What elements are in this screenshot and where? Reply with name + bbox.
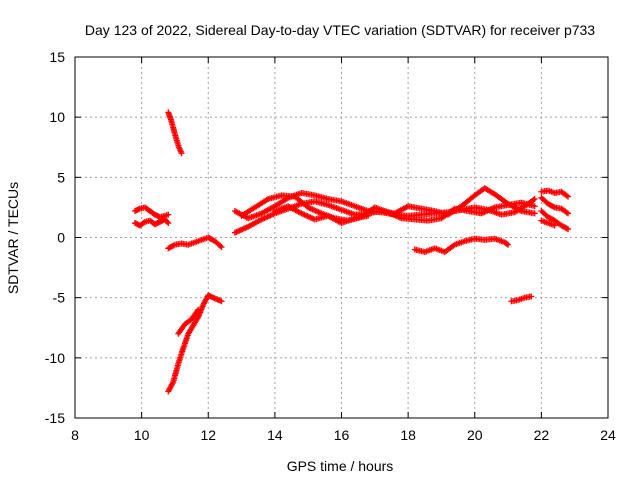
data-point xyxy=(165,220,172,227)
data-point xyxy=(531,203,538,210)
data-point xyxy=(165,211,172,218)
data-point xyxy=(170,242,177,249)
y-tick-label: -10 xyxy=(45,350,65,366)
data-point xyxy=(140,219,147,226)
data-point xyxy=(563,225,570,232)
y-tick-label: -15 xyxy=(45,410,65,426)
x-tick-label: 24 xyxy=(600,427,616,443)
x-tick-label: 16 xyxy=(334,427,350,443)
data-point xyxy=(565,226,572,233)
x-tick-label: 22 xyxy=(534,427,550,443)
data-point xyxy=(505,241,512,248)
data-point xyxy=(164,218,171,225)
data-point xyxy=(218,244,225,251)
grid-lines xyxy=(75,57,608,418)
y-axis-title: SDTVAR / TECUs xyxy=(5,182,21,294)
data-point xyxy=(531,210,538,217)
data-point xyxy=(195,306,202,313)
y-tick-label: 0 xyxy=(57,230,65,246)
x-tick-label: 12 xyxy=(200,427,216,443)
data-point xyxy=(550,203,557,210)
data-point xyxy=(530,196,537,203)
x-tick-label: 20 xyxy=(467,427,483,443)
data-point xyxy=(563,192,570,199)
x-tick-label: 18 xyxy=(400,427,416,443)
x-tick-label: 14 xyxy=(267,427,283,443)
chart-title: Day 123 of 2022, Sidereal Day-to-day VTE… xyxy=(85,22,595,38)
x-tick-label: 8 xyxy=(71,427,79,443)
data-point xyxy=(551,222,558,229)
data-point xyxy=(531,195,538,202)
data-point xyxy=(565,193,572,200)
data-point xyxy=(565,210,572,217)
data-point xyxy=(178,150,185,157)
x-tick-label: 10 xyxy=(134,427,150,443)
y-tick-label: -5 xyxy=(53,290,66,306)
y-tick-label: 15 xyxy=(49,49,65,65)
y-tick-label: 5 xyxy=(57,169,65,185)
data-point xyxy=(365,212,372,219)
data-point xyxy=(503,240,510,247)
data-points xyxy=(131,109,572,395)
y-tick-label: 10 xyxy=(49,109,65,125)
data-point xyxy=(218,298,225,305)
axis-ticks: 8 10 12 14 16 18 20 22 24 -15 -10 -5 0 5 10 15 xyxy=(45,49,616,443)
data-point xyxy=(528,293,535,300)
x-axis-title: GPS time / hours xyxy=(287,458,394,474)
data-point xyxy=(563,209,570,216)
data-point xyxy=(217,242,224,249)
